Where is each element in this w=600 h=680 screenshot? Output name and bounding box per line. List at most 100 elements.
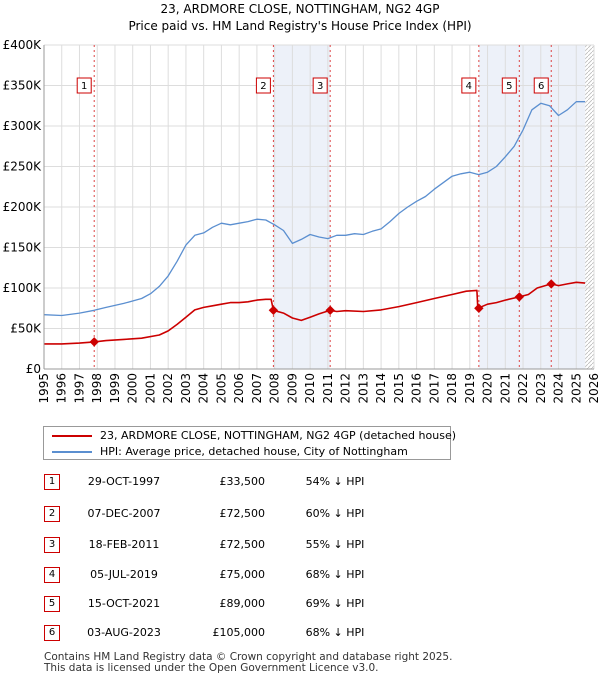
y-tick-label: £350K bbox=[3, 79, 43, 93]
legend-item-hpi: HPI: Average price, detached house, City… bbox=[44, 444, 450, 460]
sale-label-box: 6 bbox=[533, 77, 549, 94]
sale-number-badge: 3 bbox=[44, 537, 60, 553]
y-tick-label: £50K bbox=[10, 322, 42, 336]
sale-point bbox=[546, 279, 556, 289]
x-tick-label: 2013 bbox=[356, 373, 370, 404]
x-tick-label: 2004 bbox=[197, 373, 211, 404]
sale-label-number: 6 bbox=[538, 81, 544, 92]
x-tick-label: 2025 bbox=[569, 373, 583, 404]
sale-price: £33,500 bbox=[219, 475, 266, 488]
x-tick-label: 2000 bbox=[126, 373, 140, 404]
footer-line-1: Contains HM Land Registry data © Crown c… bbox=[44, 651, 453, 663]
sale-number-badge: 5 bbox=[44, 596, 60, 612]
sale-number-badge: 2 bbox=[44, 506, 60, 522]
table-row: 3 18-FEB-2011 £72,500 55% ↓ HPI bbox=[0, 535, 600, 555]
y-tick-label: £100K bbox=[3, 281, 43, 295]
sale-price: £105,000 bbox=[212, 626, 266, 639]
sale-hpi-diff: 60% ↓ HPI bbox=[305, 507, 365, 520]
sale-label-box: 2 bbox=[255, 77, 271, 94]
sale-label-box: 3 bbox=[312, 77, 328, 94]
sale-price: £89,000 bbox=[219, 597, 266, 610]
sale-number-badge: 4 bbox=[44, 567, 60, 583]
x-tick-label: 2009 bbox=[285, 373, 299, 404]
sale-point bbox=[474, 303, 484, 313]
y-tick-label: £250K bbox=[3, 160, 43, 174]
table-row: 5 15-OCT-2021 £89,000 69% ↓ HPI bbox=[0, 594, 600, 614]
x-tick-label: 2014 bbox=[374, 373, 388, 404]
table-row: 4 05-JUL-2019 £75,000 68% ↓ HPI bbox=[0, 565, 600, 585]
sale-label-frame bbox=[312, 77, 328, 94]
property-series-line bbox=[44, 281, 586, 345]
sale-number-badge: 1 bbox=[44, 474, 60, 490]
sale-number-badge: 6 bbox=[44, 625, 60, 641]
sale-point bbox=[514, 292, 525, 302]
sale-date: 03-AUG-2023 bbox=[87, 626, 161, 639]
x-tick-label: 2003 bbox=[179, 373, 193, 404]
sale-date: 18-FEB-2011 bbox=[88, 538, 160, 551]
table-row: 6 03-AUG-2023 £105,000 68% ↓ HPI bbox=[0, 623, 600, 643]
x-tick-label: 2026 bbox=[587, 373, 600, 404]
legend-item-property: 23, ARDMORE CLOSE, NOTTINGHAM, NG2 4GP (… bbox=[44, 428, 456, 444]
sale-label-frame bbox=[461, 77, 477, 94]
chart-legend: 23, ARDMORE CLOSE, NOTTINGHAM, NG2 4GP (… bbox=[43, 426, 456, 460]
x-tick-label: 1998 bbox=[90, 373, 104, 404]
sale-date: 07-DEC-2007 bbox=[87, 507, 161, 520]
sale-label-box: 1 bbox=[76, 77, 92, 94]
sale-price: £75,000 bbox=[219, 568, 266, 581]
sale-date: 29-OCT-1997 bbox=[87, 475, 161, 488]
sale-point bbox=[325, 305, 335, 315]
x-tick-label: 2015 bbox=[392, 373, 406, 404]
sale-price: £72,500 bbox=[219, 538, 266, 551]
x-tick-label: 2011 bbox=[321, 373, 335, 404]
sale-hpi-diff: 54% ↓ HPI bbox=[305, 475, 365, 488]
x-tick-label: 2010 bbox=[303, 373, 317, 404]
x-tick-label: 2023 bbox=[534, 373, 548, 404]
x-tick-label: 2022 bbox=[516, 373, 530, 404]
y-tick-label: £400K bbox=[3, 38, 43, 52]
table-row: 2 07-DEC-2007 £72,500 60% ↓ HPI bbox=[0, 504, 600, 524]
sale-label-box: 5 bbox=[501, 77, 517, 94]
x-tick-label: 2012 bbox=[339, 373, 353, 404]
x-tick-label: 2016 bbox=[410, 373, 424, 404]
sale-point bbox=[89, 337, 99, 347]
x-tick-label: 2001 bbox=[143, 373, 157, 404]
sale-label-number: 4 bbox=[466, 81, 472, 92]
x-tick-label: 2007 bbox=[250, 373, 264, 404]
legend-swatch-property bbox=[52, 435, 92, 437]
legend-swatch-hpi bbox=[52, 451, 92, 453]
x-tick-label: 1999 bbox=[108, 373, 122, 404]
sale-label-frame bbox=[76, 77, 92, 94]
sale-label-number: 3 bbox=[317, 81, 323, 92]
table-row: 1 29-OCT-1997 £33,500 54% ↓ HPI bbox=[0, 472, 600, 492]
x-tick-label: 2008 bbox=[268, 373, 282, 404]
x-tick-label: 2006 bbox=[232, 373, 246, 404]
sale-label-number: 5 bbox=[506, 81, 512, 92]
x-tick-label: 2019 bbox=[463, 373, 477, 404]
y-tick-label: £0 bbox=[26, 362, 41, 376]
x-tick-label: 2020 bbox=[481, 373, 495, 404]
chart-subtitle: Price paid vs. HM Land Registry's House … bbox=[128, 19, 471, 33]
x-tick-label: 1996 bbox=[55, 373, 69, 404]
y-tick-label: £150K bbox=[3, 241, 43, 255]
sale-hpi-diff: 69% ↓ HPI bbox=[305, 597, 365, 610]
sale-hpi-diff: 68% ↓ HPI bbox=[305, 626, 365, 639]
sale-hpi-diff: 68% ↓ HPI bbox=[305, 568, 365, 581]
sale-label-frame bbox=[533, 77, 549, 94]
legend-label-property: 23, ARDMORE CLOSE, NOTTINGHAM, NG2 4GP (… bbox=[100, 429, 457, 442]
legend-label-hpi: HPI: Average price, detached house, City… bbox=[100, 445, 408, 458]
x-tick-label: 2002 bbox=[161, 373, 175, 404]
footer-notice: Contains HM Land Registry data © Crown c… bbox=[44, 652, 452, 674]
x-tick-label: 2005 bbox=[214, 373, 228, 404]
x-tick-label: 2024 bbox=[552, 373, 566, 404]
sale-label-number: 1 bbox=[81, 81, 87, 92]
sale-label-frame bbox=[255, 77, 271, 94]
x-tick-label: 2017 bbox=[427, 373, 441, 404]
sale-label-box: 4 bbox=[461, 77, 477, 94]
y-tick-label: £300K bbox=[3, 119, 43, 133]
x-tick-label: 1995 bbox=[37, 373, 51, 404]
sale-price: £72,500 bbox=[219, 507, 266, 520]
chart-title: 23, ARDMORE CLOSE, NOTTINGHAM, NG2 4GP bbox=[161, 2, 440, 16]
y-tick-label: £200K bbox=[3, 200, 43, 214]
sale-date: 05-JUL-2019 bbox=[90, 568, 158, 581]
footer-line-2: This data is licensed under the Open Gov… bbox=[44, 662, 379, 674]
